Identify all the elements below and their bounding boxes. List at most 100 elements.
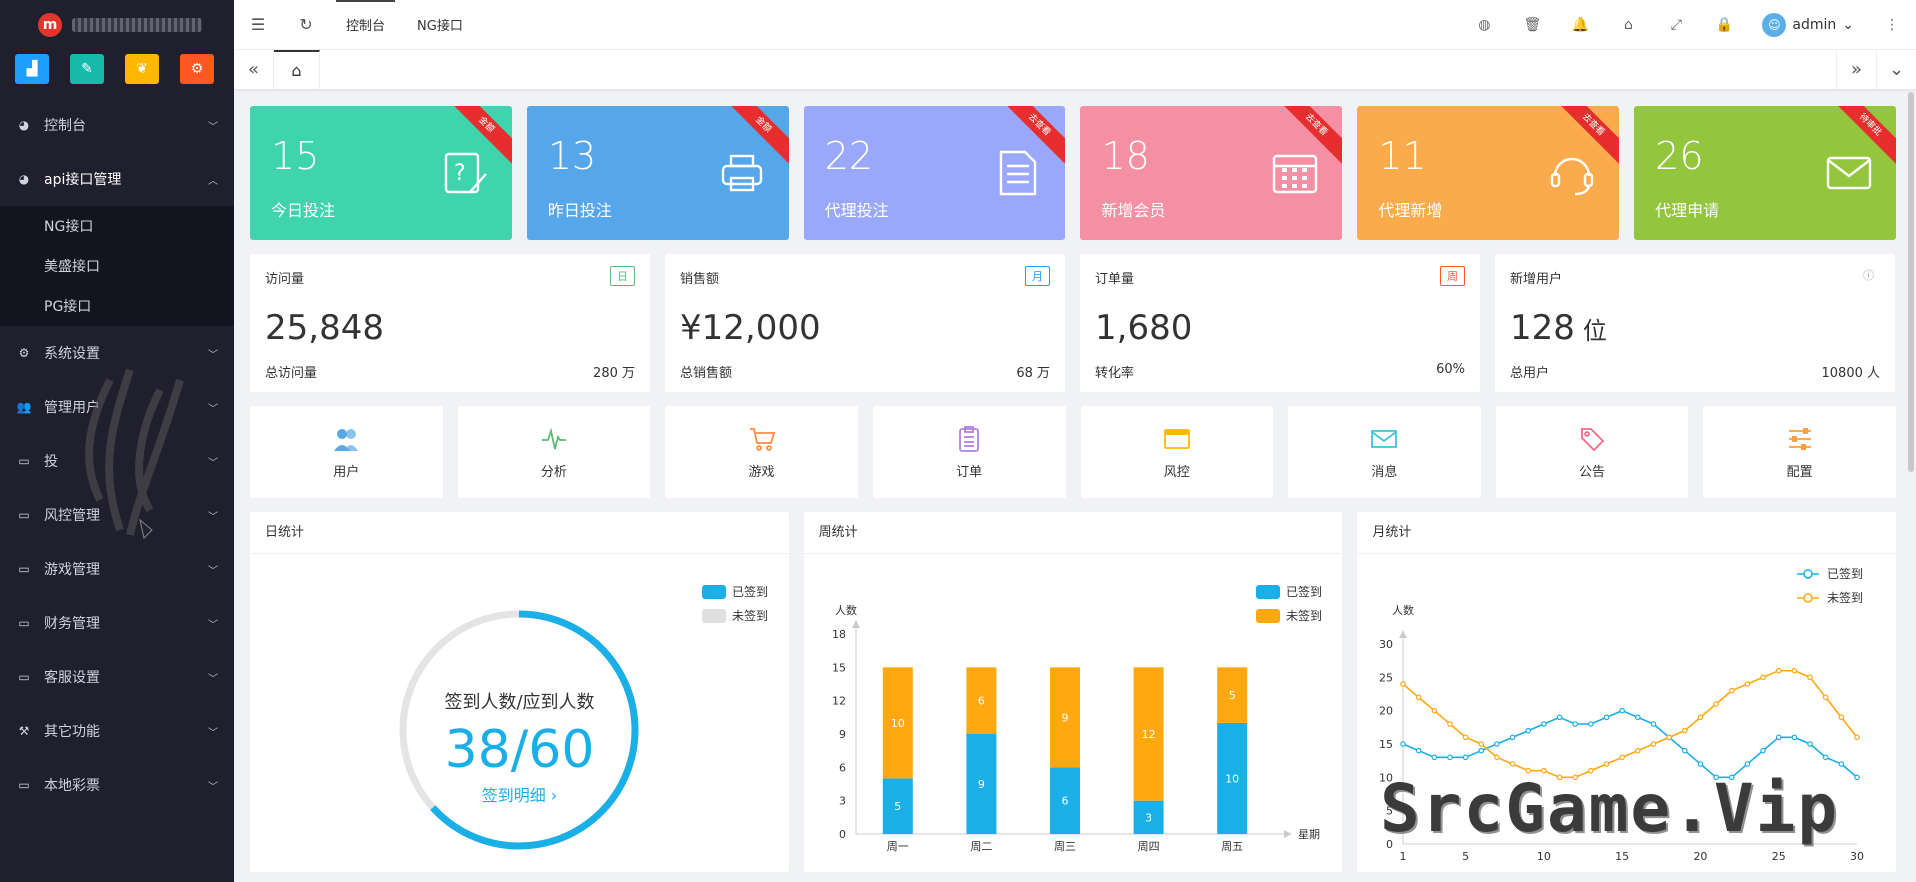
- shortcut-7[interactable]: 配置: [1703, 406, 1896, 498]
- bar-segment: [882, 667, 913, 779]
- dashboard-icon: ◕: [18, 118, 30, 132]
- stat-card-2[interactable]: 22 代理投注 去查看: [803, 106, 1066, 240]
- y-tick-label: 6: [839, 761, 846, 774]
- legend-label: 未签到: [1827, 590, 1863, 605]
- metric-card-1: 销售额 月 ¥12,000 总销售额 68 万: [665, 254, 1065, 392]
- shortcut-2[interactable]: 游戏: [665, 406, 858, 498]
- sidebar-item-9[interactable]: ⚒ 其它功能 ﹀: [0, 704, 234, 758]
- fullscreen-icon[interactable]: ⤢: [1670, 16, 1682, 33]
- metric-card-2: 订单量 周 1,680 转化率 60%: [1080, 254, 1480, 392]
- legend-swatch: [1255, 585, 1280, 599]
- series-point: [1791, 734, 1798, 741]
- gear-icon: ⚙: [18, 346, 30, 360]
- edit-icon[interactable]: ✎: [70, 54, 104, 84]
- shortcut-5[interactable]: 消息: [1288, 406, 1481, 498]
- x-tick-label: 15: [1616, 850, 1630, 863]
- tabs-scroll-left-icon[interactable]: «: [234, 49, 274, 90]
- sidebar-item-10[interactable]: ▭ 本地彩票 ﹀: [0, 758, 234, 812]
- stat-label: 代理投注: [824, 201, 889, 220]
- calendar-icon: [1273, 154, 1318, 194]
- nav-dashboard[interactable]: 控制台: [330, 0, 401, 50]
- metric-title: 销售额: [680, 272, 720, 287]
- stat-card-3[interactable]: 18 新增会员 去查看: [1080, 106, 1343, 240]
- sidebar-item-label: 投: [44, 454, 58, 470]
- stat-card-5[interactable]: 26 代理申请 待审批: [1634, 106, 1896, 240]
- bar-value-label: 6: [978, 695, 985, 708]
- settings-icon[interactable]: ⚙: [180, 54, 214, 84]
- y-tick-label: 9: [839, 728, 846, 741]
- stat-card-1[interactable]: 13 昨日投注 金额: [526, 106, 789, 240]
- stat-value: 11: [1378, 134, 1427, 178]
- sidebar-item-0[interactable]: ◕ 控制台 ﹀: [0, 98, 234, 152]
- shortcut-4[interactable]: 风控: [1080, 406, 1274, 498]
- trash-icon[interactable]: 🗑: [1523, 16, 1542, 33]
- metric-footer-label: 转化率: [1095, 366, 1135, 381]
- x-tick-label: 周一: [886, 840, 908, 853]
- ring-value: 38/60: [444, 720, 595, 780]
- globe-icon[interactable]: ◍: [1478, 16, 1491, 33]
- y-axis-label: 人数: [1392, 604, 1414, 617]
- series-point: [1776, 667, 1782, 674]
- bar-segment: [1049, 767, 1080, 834]
- series-point: [1572, 774, 1579, 781]
- user-menu[interactable]: ☺ admin ⌄: [1748, 0, 1868, 50]
- sidebar-item-6[interactable]: ▭ 游戏管理 ﹀: [0, 542, 234, 596]
- bar-value-label: 9: [1061, 711, 1068, 724]
- weekly-title: 周统计: [803, 512, 1343, 554]
- sidebar: m ▟ ✎ ❦ ⚙ ◕ 控制台 ﹀ ◕ api接口管理 ︿ NG接口美盛接口 PG接口 ⚙ 系统设置 ﹀ 👥…: [0, 0, 234, 882]
- submenu-item-1[interactable]: 美盛接口: [44, 259, 100, 275]
- shortcut-6[interactable]: 公告: [1495, 406, 1689, 498]
- series-point: [1666, 734, 1673, 741]
- nav-ng-api[interactable]: NG接口: [417, 19, 463, 34]
- series-point: [1588, 721, 1595, 727]
- shortcut-1[interactable]: 分析: [457, 406, 651, 498]
- home-tab-icon[interactable]: ⌂: [274, 49, 320, 90]
- series-point: [1604, 761, 1610, 767]
- sidebar-item-7[interactable]: ▭ 财务管理 ﹀: [0, 596, 234, 650]
- tag-icon[interactable]: ⌂: [1623, 16, 1633, 33]
- series-point: [1619, 707, 1626, 714]
- series-point: [1416, 694, 1422, 701]
- collapse-menu-icon[interactable]: ☰: [250, 15, 266, 34]
- tabs-scroll-right-icon[interactable]: »: [1836, 49, 1876, 90]
- shortcut-0[interactable]: 用户: [250, 406, 443, 498]
- sidebar-item-1[interactable]: ◕ api接口管理 ︿: [0, 152, 234, 206]
- sidebar-item-3[interactable]: 👥 管理用户 ﹀: [0, 380, 234, 434]
- y-tick-label: 15: [832, 661, 846, 674]
- bell-icon[interactable]: 🔔: [1571, 16, 1590, 33]
- series-point: [1572, 721, 1579, 727]
- chart-icon[interactable]: ▟: [15, 54, 49, 84]
- sidebar-item-5[interactable]: ▭ 风控管理 ﹀: [0, 488, 234, 542]
- refresh-icon[interactable]: ↻: [299, 15, 313, 34]
- quick-buttons: ▟ ✎ ❦ ⚙: [0, 50, 234, 90]
- bear-icon[interactable]: ❦: [125, 54, 159, 84]
- page-scrollbar[interactable]: [1908, 92, 1914, 472]
- y-tick-label: 5: [1386, 805, 1393, 818]
- series-line: [1402, 669, 1858, 779]
- chevron-up-icon: ︿: [208, 175, 218, 187]
- logo[interactable]: m: [0, 0, 234, 50]
- sidebar-item-2[interactable]: ⚙ 系统设置 ﹀: [0, 326, 234, 380]
- ring-detail-link[interactable]: 签到明细 ›: [481, 786, 558, 805]
- metric-value: 128 位: [1510, 308, 1607, 348]
- lock-icon[interactable]: 🔒: [1715, 16, 1734, 33]
- legend-swatch-dot: [1803, 569, 1814, 579]
- y-tick-label: 30: [1379, 638, 1393, 651]
- metric-value: 1,680: [1095, 308, 1192, 348]
- stat-card-4[interactable]: 11 代理新增 去查看: [1357, 106, 1620, 240]
- svg-text:?: ?: [454, 161, 466, 186]
- series-point: [1760, 674, 1767, 681]
- weekly-stats-card: 周统计 已签到 未签到 人数 星期 0 3 6 9 12 15 18 5 10 周一 9 6 周二 6 9 周三 3 12…: [803, 512, 1343, 872]
- x-tick-label: 20: [1694, 850, 1708, 863]
- monthly-title: 月统计: [1357, 512, 1897, 554]
- stat-value: 18: [1101, 134, 1150, 178]
- submenu-item-2[interactable]: PG接口: [44, 299, 92, 315]
- stat-card-0[interactable]: 15 今日投注? 金额: [250, 106, 512, 240]
- tabs-dropdown-icon[interactable]: ⌄: [1876, 49, 1916, 90]
- sidebar-item-4[interactable]: ▭ 投 ﹀: [0, 434, 234, 488]
- mail-icon: [1371, 429, 1398, 448]
- submenu-item-0[interactable]: NG接口: [44, 219, 94, 235]
- more-icon[interactable]: ⋮: [1885, 16, 1899, 33]
- sidebar-item-8[interactable]: ▭ 客服设置 ﹀: [0, 650, 234, 704]
- shortcut-3[interactable]: 订单: [872, 406, 1066, 498]
